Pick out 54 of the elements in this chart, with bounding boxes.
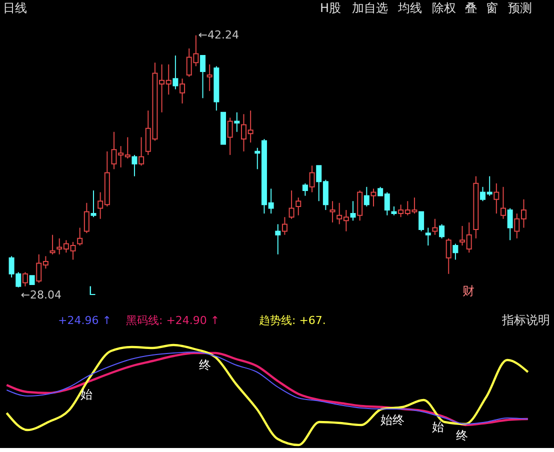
candlestick (302, 182, 308, 196)
candlestick (418, 211, 424, 232)
annotation: 终 (198, 358, 211, 372)
text: ←28.04 (20, 288, 62, 302)
text: 趋势线: +67. (259, 314, 326, 327)
candlestick (357, 190, 363, 222)
candlestick (200, 55, 206, 99)
candlestick (77, 227, 83, 246)
candlestick (288, 190, 294, 220)
annotation: L (88, 284, 96, 298)
text: 加自选 (352, 1, 388, 15)
candlestick (425, 227, 431, 246)
candlestick (350, 200, 356, 222)
text: 日线 (3, 1, 27, 15)
annotation: 始 (432, 420, 444, 434)
candlestick (439, 224, 445, 239)
candlestick (172, 55, 178, 90)
annotation: 财 (462, 284, 474, 298)
text: 叠 (465, 1, 477, 15)
candlestick (296, 197, 302, 216)
candlestick (22, 272, 28, 287)
text: 黑码线: +24.90 ↑ (126, 314, 220, 327)
annotation: 终 (456, 428, 468, 443)
candlestick (206, 64, 212, 92)
candlestick (364, 186, 370, 207)
candlestick (84, 202, 90, 234)
candlestick (234, 112, 240, 132)
candlestick (446, 238, 452, 274)
candlestick (227, 117, 233, 156)
annotation: 始 (80, 387, 93, 402)
annotation: ←42.24 (198, 28, 240, 42)
candlestick (90, 190, 96, 218)
candlestick (180, 78, 186, 104)
candlestick (132, 154, 138, 177)
text: +24.96 ↑ (58, 314, 112, 327)
text: 均线 (397, 1, 422, 15)
text: 窗 (486, 1, 498, 15)
text: 预测 (508, 1, 532, 15)
candlestick (330, 200, 336, 223)
candlestick (452, 243, 458, 260)
text: 除权 (432, 1, 456, 15)
text: H股 (320, 1, 341, 15)
candlestick (275, 224, 281, 255)
candlestick (282, 216, 288, 236)
text: 指标说明 (501, 313, 550, 327)
candlestick (507, 208, 513, 241)
candlestick (500, 186, 506, 220)
annotation: 始终 (380, 413, 404, 427)
candlestick (432, 218, 438, 236)
candlestick (138, 136, 144, 166)
candlestick (494, 182, 500, 214)
candlestick (309, 165, 315, 193)
candlestick (370, 188, 376, 207)
candlestick (50, 234, 56, 255)
